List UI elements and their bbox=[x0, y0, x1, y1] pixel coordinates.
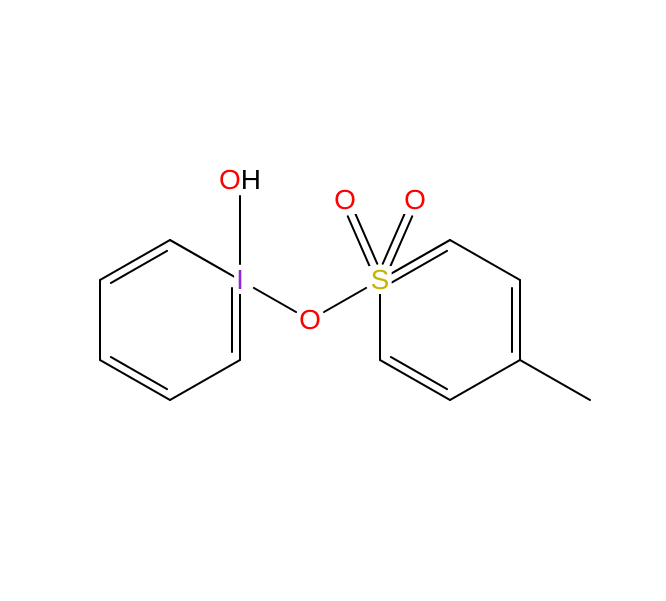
atom-I: I bbox=[234, 266, 246, 294]
atom-S: S bbox=[369, 266, 392, 294]
atom-O_s1: O bbox=[332, 186, 358, 214]
atom-O_oh: OH bbox=[217, 166, 263, 194]
atom-O_br: O bbox=[297, 306, 323, 334]
bond-layer bbox=[0, 0, 666, 601]
molecule-canvas: OH I O S O O bbox=[0, 0, 666, 601]
atom-O_s2: O bbox=[402, 186, 428, 214]
